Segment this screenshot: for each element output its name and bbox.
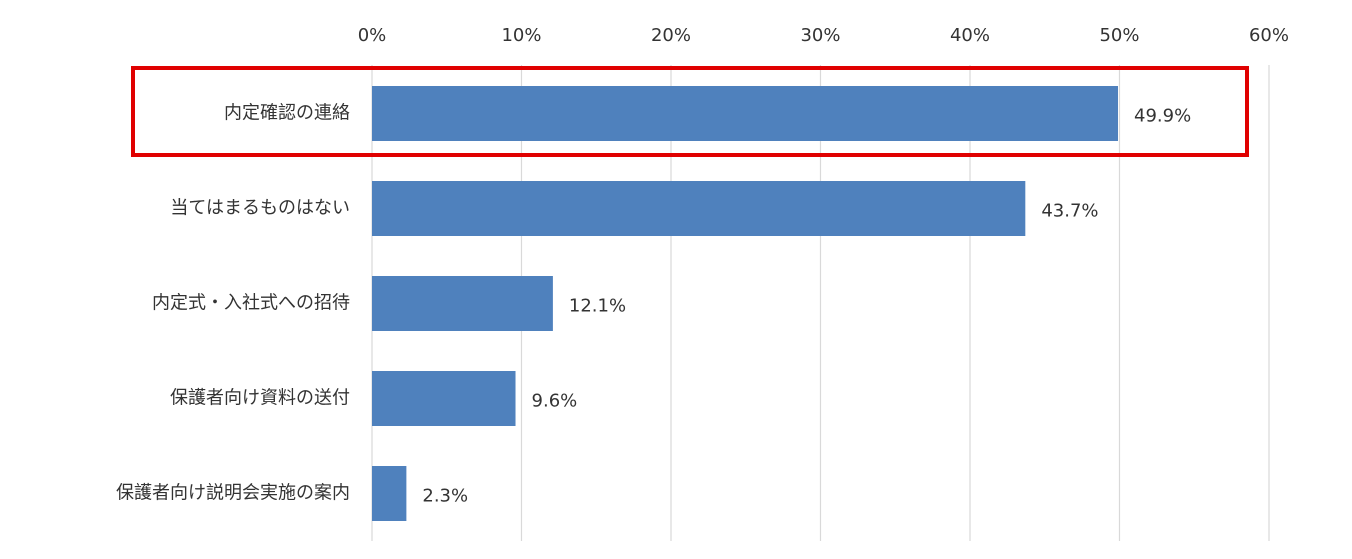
x-tick-label: 60% xyxy=(1249,25,1289,46)
category-label: 保護者向け説明会実施の案内 xyxy=(116,483,350,504)
bar xyxy=(372,181,1026,236)
x-tick-label: 50% xyxy=(1099,25,1139,46)
bar xyxy=(372,371,516,426)
value-label: 12.1% xyxy=(569,296,626,317)
bar xyxy=(372,86,1119,141)
category-label: 内定式・入社式への招待 xyxy=(152,293,350,314)
x-tick-label: 20% xyxy=(651,25,691,46)
x-tick-label: 10% xyxy=(501,25,541,46)
x-tick-label: 40% xyxy=(950,25,990,46)
category-label: 当てはまるものはない xyxy=(170,198,350,219)
bar xyxy=(372,276,553,331)
highlight-box xyxy=(131,66,1249,157)
x-tick-label: 0% xyxy=(358,25,387,46)
value-label: 9.6% xyxy=(532,391,578,412)
category-label: 内定確認の連絡 xyxy=(224,103,350,124)
category-label: 保護者向け資料の送付 xyxy=(170,388,350,409)
bar xyxy=(372,466,407,521)
value-label: 49.9% xyxy=(1134,106,1191,127)
value-label: 2.3% xyxy=(422,486,468,507)
x-tick-label: 30% xyxy=(800,25,840,46)
value-label: 43.7% xyxy=(1041,201,1098,222)
